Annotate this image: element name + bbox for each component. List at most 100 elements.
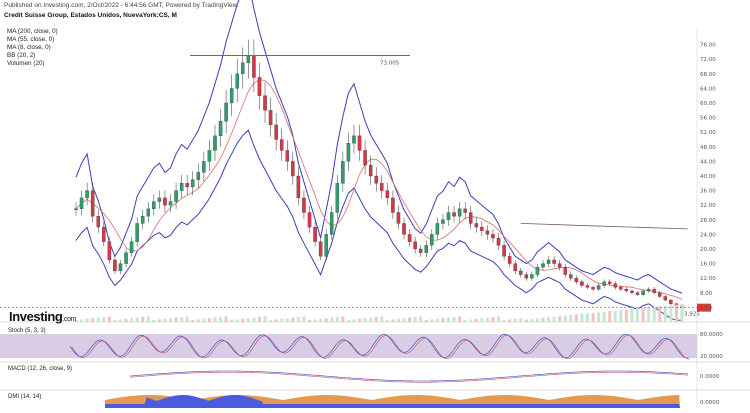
candle-body (246, 55, 251, 63)
volume-bar (96, 317, 100, 322)
macd-tick-label: 0.0000 (700, 374, 720, 380)
candle-body (274, 124, 278, 140)
volume-bar (280, 318, 284, 322)
stoch-k-line (69, 333, 688, 359)
candle-body (652, 288, 656, 293)
candle-body (452, 212, 456, 217)
stoch-label: Stoch (5, 3, 3) (8, 328, 46, 334)
last-close-label: 3.925 (684, 312, 700, 318)
candle-body (574, 278, 579, 283)
candle-body (619, 287, 623, 290)
candle-body (307, 212, 312, 228)
candle-body (557, 263, 562, 268)
candle-body (296, 175, 301, 199)
candle-body (630, 290, 634, 293)
candle-body (507, 256, 512, 264)
volume-bar (246, 318, 250, 322)
candle-body (135, 223, 139, 242)
volume-bar (274, 319, 278, 322)
legend-bb[interactable]: BB (20, 2) (7, 52, 36, 59)
legend-ma200[interactable]: MA (200, close, 0) (7, 28, 58, 35)
candle-body (329, 212, 334, 235)
volume-bar (335, 317, 339, 322)
volume-bar (91, 318, 95, 322)
volume-bar (107, 316, 111, 322)
candle-body (624, 288, 629, 292)
candle-body (396, 212, 401, 224)
candle-body (285, 150, 290, 162)
candle-body (279, 139, 284, 151)
candle-body (669, 299, 673, 304)
price-tick-label: 32.00 (700, 203, 716, 209)
volume-bar (319, 318, 323, 322)
volume-bar (591, 312, 595, 322)
price-tick-label: 20.00 (700, 247, 716, 253)
price-tick-label: 64.00 (700, 86, 716, 92)
volume-bar (369, 317, 373, 322)
candle-body (207, 150, 212, 162)
candle-body (368, 164, 373, 177)
candle-body (441, 219, 445, 224)
dmi-panel: 0.0000 (105, 395, 720, 408)
macd-signal-line (129, 371, 689, 383)
volume-bar (219, 317, 223, 322)
volume-bar (85, 318, 89, 322)
candle-body (191, 179, 195, 188)
candle-body (118, 263, 123, 272)
volume-bar (230, 320, 234, 322)
volume-bar (191, 320, 195, 322)
volume-bar (358, 318, 362, 322)
candle-body (335, 183, 340, 213)
stoch-tick-label: 20.0000 (700, 354, 723, 360)
candle-body (152, 201, 156, 210)
candle-body (502, 245, 506, 257)
volume-bar (224, 316, 228, 322)
volume-bar (169, 318, 173, 322)
price-tick-label: 56.00 (700, 116, 716, 122)
volume-bar (469, 319, 473, 322)
volume-bar (446, 317, 450, 322)
candle-body (268, 110, 273, 126)
volume-bar (547, 317, 551, 322)
candle-body (413, 241, 417, 250)
volume-bar (308, 320, 312, 322)
macd-line (129, 370, 689, 382)
candle-body (646, 288, 651, 292)
candle-body (252, 55, 256, 78)
candle-body (552, 259, 556, 264)
candle-body (607, 281, 612, 284)
volume-bar (385, 320, 389, 322)
volume-bar (580, 313, 584, 322)
candle-body (357, 135, 362, 151)
volume-bar (352, 319, 356, 322)
volume-bar (202, 318, 206, 322)
candle-body (218, 121, 223, 137)
volume-bar (180, 317, 184, 322)
price-tick-label: 76.00 (700, 43, 716, 49)
volume-bar (146, 316, 150, 322)
ma200-line (520, 223, 688, 230)
volume-bar (491, 317, 495, 322)
candle-body (229, 88, 234, 104)
volume-bar (402, 318, 406, 322)
volume-bar (602, 311, 606, 322)
volume-bar (569, 315, 573, 322)
volume-bar (380, 316, 384, 322)
volume-bar (408, 317, 412, 322)
volume-bar (669, 305, 673, 322)
volume-bar (102, 317, 106, 322)
high-level-label: 73.005 (380, 61, 400, 67)
legend-ma55[interactable]: MA (55, close, 0) (7, 36, 55, 43)
candle-body (613, 283, 618, 288)
volume-bar (463, 320, 467, 322)
candle-body (96, 215, 100, 228)
legend-ma8[interactable]: MA (8, close, 0) (7, 44, 51, 51)
legend-volume[interactable]: Volumen (20) (7, 60, 45, 67)
macd-panel: 0.0000 (0, 370, 750, 391)
stochastic-panel: 80.0000 20.0000 (0, 332, 750, 363)
volume-bar (269, 320, 273, 322)
volume-bar (252, 317, 256, 322)
candle-body (202, 161, 206, 173)
candle-body (591, 287, 595, 290)
